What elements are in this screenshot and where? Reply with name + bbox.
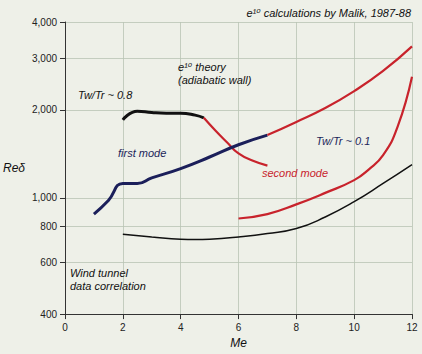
svg-text:8: 8 — [294, 322, 300, 333]
svg-text:Me: Me — [230, 336, 247, 350]
svg-text:0: 0 — [62, 322, 68, 333]
svg-text:3,000: 3,000 — [32, 53, 57, 64]
svg-text:600: 600 — [40, 257, 57, 268]
svg-text:4: 4 — [178, 322, 184, 333]
svg-text:Tw/Tr ~ 0.1: Tw/Tr ~ 0.1 — [316, 135, 370, 147]
svg-text:first mode: first mode — [118, 147, 166, 159]
svg-text:data correlation: data correlation — [70, 280, 146, 292]
svg-text:e¹⁰ theory: e¹⁰ theory — [178, 61, 227, 73]
svg-text:Reδ: Reδ — [3, 161, 25, 175]
svg-text:800: 800 — [40, 221, 57, 232]
svg-text:2,000: 2,000 — [32, 104, 57, 115]
svg-text:second mode: second mode — [262, 167, 328, 179]
svg-text:e¹⁰ calculations by Malik, 198: e¹⁰ calculations by Malik, 1987-88 — [246, 7, 411, 19]
svg-text:4,000: 4,000 — [32, 17, 57, 28]
svg-text:12: 12 — [406, 322, 418, 333]
svg-text:400: 400 — [40, 309, 57, 320]
svg-text:(adiabatic wall): (adiabatic wall) — [178, 74, 252, 86]
svg-text:1,000: 1,000 — [32, 192, 57, 203]
svg-text:Wind tunnel: Wind tunnel — [70, 267, 129, 279]
svg-text:Tw/Tr ~ 0.8: Tw/Tr ~ 0.8 — [78, 89, 133, 101]
svg-text:10: 10 — [349, 322, 361, 333]
svg-text:6: 6 — [236, 322, 242, 333]
svg-text:2: 2 — [120, 322, 126, 333]
